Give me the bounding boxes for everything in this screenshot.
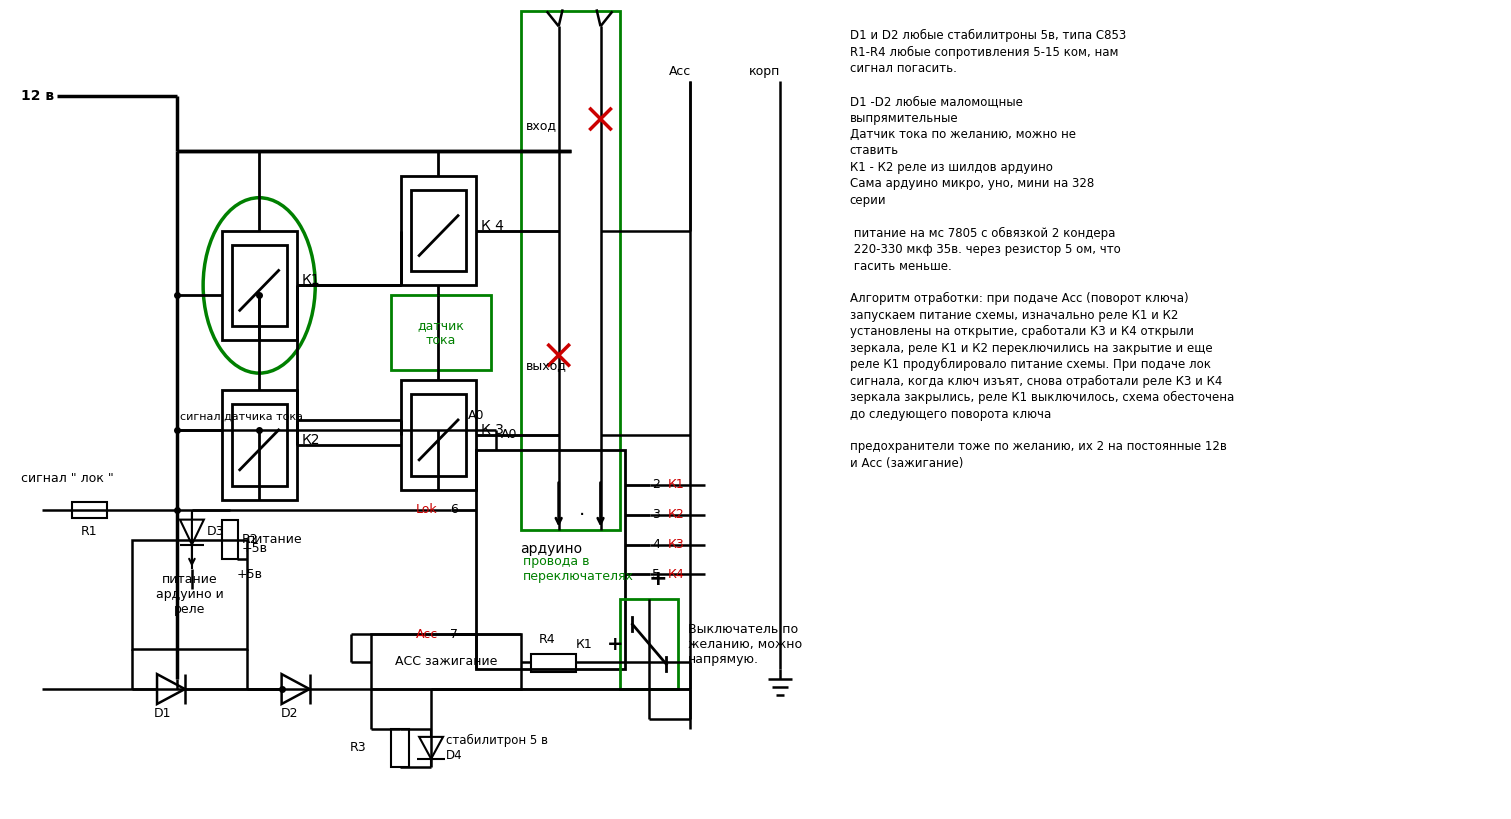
Text: D1: D1 [153, 708, 171, 721]
Text: питание
ардуино и
реле: питание ардуино и реле [156, 572, 224, 616]
Text: Acc: Acc [669, 65, 692, 78]
Text: 3: 3 [653, 508, 660, 521]
Text: стабилитрон 5 в
D4: стабилитрон 5 в D4 [446, 734, 548, 762]
Bar [73, 502, 107, 518]
Text: D1 -D2 любые маломощные: D1 -D2 любые маломощные [849, 95, 1023, 108]
Text: Acc: Acc [416, 627, 438, 640]
Text: питание на мс 7805 с обвязкой 2 кондера: питание на мс 7805 с обвязкой 2 кондера [849, 227, 1115, 240]
Text: 4: 4 [653, 538, 660, 551]
Text: зеркала, реле К1 и К2 переключились на закрытие и еще: зеркала, реле К1 и К2 переключились на з… [849, 342, 1212, 355]
Text: Выключатель по
желанию, можно
напрямую.: Выключатель по желанию, можно напрямую. [688, 622, 802, 666]
Text: Алгоритм отработки: при подаче Асс (поворот ключа): Алгоритм отработки: при подаче Асс (пово… [849, 292, 1188, 305]
Text: датчик
тока: датчик тока [417, 319, 464, 346]
Bar [621, 600, 678, 689]
Text: 7: 7 [450, 627, 458, 640]
Text: 6: 6 [450, 503, 458, 516]
Text: К 3: К 3 [480, 423, 503, 437]
Text: запускаем питание схемы, изначально реле К1 и К2: запускаем питание схемы, изначально реле… [849, 309, 1179, 322]
Text: и Асс (зажигание): и Асс (зажигание) [849, 457, 963, 470]
Text: 220-330 мкф 35в. через резистор 5 ом, что: 220-330 мкф 35в. через резистор 5 ом, чт… [849, 243, 1121, 256]
Bar [222, 390, 296, 500]
Bar [222, 519, 237, 559]
Text: R1-R4 любые сопротивления 5-15 ком, нам: R1-R4 любые сопротивления 5-15 ком, нам [849, 46, 1118, 59]
Text: 12 в: 12 в [21, 89, 53, 103]
Bar [402, 380, 476, 490]
Text: серии: серии [849, 194, 887, 206]
Text: D1 и D2 любые стабилитроны 5в, типа С853: D1 и D2 любые стабилитроны 5в, типа С853 [849, 29, 1126, 43]
Text: Сама ардуино микро, уно, мини на 328: Сама ардуино микро, уно, мини на 328 [849, 177, 1094, 190]
Text: Lok: Lok [416, 503, 438, 516]
Text: +: + [606, 635, 623, 654]
Text: питание: питание [246, 533, 302, 546]
Bar [530, 654, 576, 672]
Text: R4: R4 [539, 633, 556, 646]
Text: .: . [579, 500, 585, 519]
Text: зеркала закрылись, реле К1 выключилось, схема обесточена: зеркала закрылись, реле К1 выключилось, … [849, 391, 1234, 404]
Text: 2: 2 [653, 478, 660, 491]
Text: A0: A0 [468, 409, 485, 422]
Bar [402, 176, 476, 286]
Text: сигнал датчика тока: сигнал датчика тока [180, 412, 304, 422]
Text: +5в: +5в [242, 541, 267, 554]
Text: К1: К1 [302, 274, 320, 287]
Text: К3: К3 [668, 538, 684, 551]
Bar [131, 540, 246, 649]
Text: К 4: К 4 [480, 219, 503, 233]
Text: гасить меньше.: гасить меньше. [849, 260, 952, 273]
Text: +: + [648, 569, 666, 590]
Text: сигнал погасить.: сигнал погасить. [849, 62, 956, 75]
Bar [391, 296, 491, 370]
Bar [391, 729, 409, 767]
Text: корп: корп [749, 65, 781, 78]
Text: АСС зажигание: АСС зажигание [394, 655, 497, 668]
Text: К4: К4 [668, 568, 684, 581]
Text: вход: вход [526, 120, 556, 133]
Text: ардуино: ардуино [520, 541, 582, 555]
Text: К2: К2 [302, 433, 320, 447]
Text: сигнала, когда ключ изъят, снова отработали реле К3 и К4: сигнала, когда ключ изъят, снова отработ… [849, 374, 1222, 387]
Text: R1: R1 [80, 525, 97, 538]
Text: реле К1 продублировало питание схемы. При подаче лок: реле К1 продублировало питание схемы. Пр… [849, 358, 1210, 371]
Bar [411, 190, 465, 271]
Text: К1: К1 [576, 638, 592, 651]
Bar [476, 450, 626, 669]
Text: К1 - К2 реле из шилдов ардуино: К1 - К2 реле из шилдов ардуино [849, 161, 1053, 174]
Text: предохранители тоже по желанию, их 2 на постоянные 12в: предохранители тоже по желанию, их 2 на … [849, 441, 1227, 454]
Text: сигнал " лок ": сигнал " лок " [21, 472, 113, 485]
Text: D3: D3 [207, 525, 224, 538]
Text: 5: 5 [653, 568, 660, 581]
Text: выпрямительные: выпрямительные [849, 111, 958, 124]
Text: R3: R3 [349, 741, 366, 754]
Text: ставить: ставить [849, 144, 899, 157]
Text: D2: D2 [281, 708, 298, 721]
Bar [521, 11, 621, 530]
Bar [231, 404, 287, 486]
Bar [411, 394, 465, 476]
Text: Датчик тока по желанию, можно не: Датчик тока по желанию, можно не [849, 128, 1076, 141]
Text: К2: К2 [668, 508, 684, 521]
Bar [222, 231, 296, 340]
Text: провода в
переключателях: провода в переключателях [523, 554, 633, 582]
Text: установлены на открытие, сработали К3 и К4 открыли: установлены на открытие, сработали К3 и … [849, 325, 1194, 338]
Text: R2: R2 [242, 533, 258, 546]
Text: A0: A0 [500, 428, 517, 441]
Text: +5в: +5в [237, 568, 263, 581]
Text: до следующего поворота ключа: до следующего поворота ключа [849, 408, 1052, 420]
Bar [372, 634, 521, 689]
Text: К1: К1 [668, 478, 684, 491]
Bar [231, 245, 287, 326]
Text: выход: выход [526, 359, 567, 372]
